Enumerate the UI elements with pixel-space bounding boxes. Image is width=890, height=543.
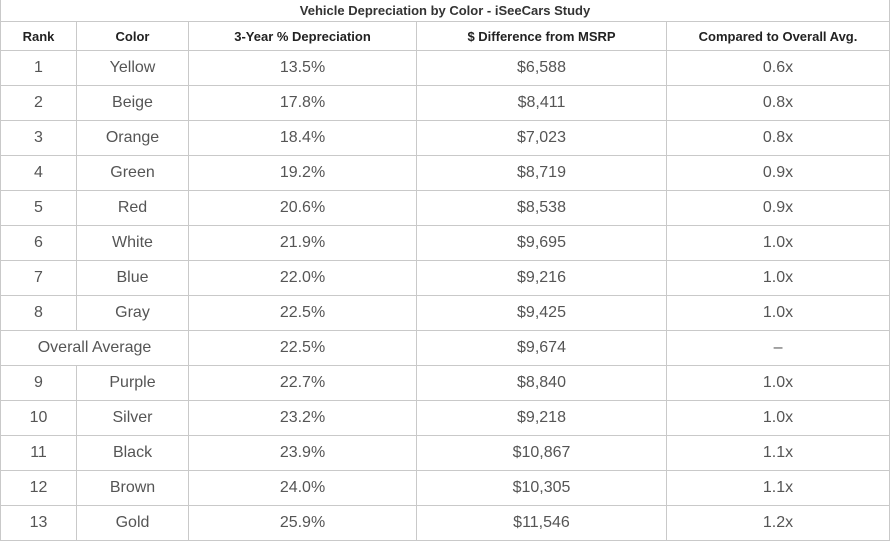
depreciation-cell: 24.0%	[188, 470, 417, 506]
color-cell: Beige	[76, 85, 189, 121]
depreciation-cell: 21.9%	[188, 225, 417, 261]
color-cell: Yellow	[76, 50, 189, 86]
depreciation-cell: 18.4%	[188, 120, 417, 156]
color-cell: Gray	[76, 295, 189, 331]
rank-cell: 13	[0, 505, 77, 541]
rank-cell: 2	[0, 85, 77, 121]
color-cell: Purple	[76, 365, 189, 401]
table-row: 8 Gray 22.5% $9,425 1.0x	[0, 295, 890, 331]
msrp-difference-cell: $7,023	[416, 120, 667, 156]
depreciation-cell: 22.7%	[188, 365, 417, 401]
msrp-difference-cell: $9,218	[416, 400, 667, 436]
color-cell: Black	[76, 435, 189, 471]
header-compared-avg: Compared to Overall Avg.	[665, 21, 890, 51]
msrp-difference-cell: $10,867	[416, 435, 667, 471]
msrp-difference-cell: $10,305	[416, 470, 667, 506]
compared-avg-cell: 1.1x	[665, 435, 890, 471]
compared-avg-cell: 0.8x	[665, 85, 890, 121]
compared-avg-cell: 1.2x	[665, 505, 890, 541]
color-cell: Silver	[76, 400, 189, 436]
msrp-difference-cell: $9,674	[416, 330, 667, 366]
rank-cell: 5	[0, 190, 77, 226]
compared-avg-cell: 0.8x	[665, 120, 890, 156]
table-header-row: Rank Color 3-Year % Depreciation $ Diffe…	[0, 21, 890, 51]
rank-cell: 12	[0, 470, 77, 506]
depreciation-cell: 19.2%	[188, 155, 417, 191]
depreciation-cell: 22.5%	[188, 295, 417, 331]
rank-cell: 9	[0, 365, 77, 401]
table-row: 1 Yellow 13.5% $6,588 0.6x	[0, 50, 890, 86]
msrp-difference-cell: $8,719	[416, 155, 667, 191]
msrp-difference-cell: $9,425	[416, 295, 667, 331]
depreciation-cell: 17.8%	[188, 85, 417, 121]
compared-avg-cell: 1.1x	[665, 470, 890, 506]
table-row: 6 White 21.9% $9,695 1.0x	[0, 225, 890, 261]
rank-cell: 6	[0, 225, 77, 261]
color-cell: Blue	[76, 260, 189, 296]
color-cell: Orange	[76, 120, 189, 156]
rank-cell: 7	[0, 260, 77, 296]
color-cell: Green	[76, 155, 189, 191]
table-row: 2 Beige 17.8% $8,411 0.8x	[0, 85, 890, 121]
rank-cell: 1	[0, 50, 77, 86]
rank-cell: 3	[0, 120, 77, 156]
table-row: 12 Brown 24.0% $10,305 1.1x	[0, 470, 890, 506]
msrp-difference-cell: $9,695	[416, 225, 667, 261]
header-msrp-difference: $ Difference from MSRP	[416, 21, 667, 51]
rank-cell: 11	[0, 435, 77, 471]
compared-avg-cell: 0.6x	[665, 50, 890, 86]
color-cell: White	[76, 225, 189, 261]
rank-cell: 10	[0, 400, 77, 436]
color-cell: Brown	[76, 470, 189, 506]
depreciation-cell: 13.5%	[188, 50, 417, 86]
msrp-difference-cell: $11,546	[416, 505, 667, 541]
table-row: 7 Blue 22.0% $9,216 1.0x	[0, 260, 890, 296]
compared-avg-cell: –	[665, 330, 890, 366]
compared-avg-cell: 1.0x	[665, 295, 890, 331]
table-row: 10 Silver 23.2% $9,218 1.0x	[0, 400, 890, 436]
depreciation-cell: 20.6%	[188, 190, 417, 226]
msrp-difference-cell: $9,216	[416, 260, 667, 296]
table-row: 3 Orange 18.4% $7,023 0.8x	[0, 120, 890, 156]
compared-avg-cell: 1.0x	[665, 225, 890, 261]
table-title-row: Vehicle Depreciation by Color - iSeeCars…	[0, 0, 890, 22]
overall-average-label: Overall Average	[0, 330, 189, 366]
depreciation-cell: 25.9%	[188, 505, 417, 541]
compared-avg-cell: 0.9x	[665, 155, 890, 191]
msrp-difference-cell: $8,840	[416, 365, 667, 401]
header-rank: Rank	[0, 21, 77, 51]
color-cell: Red	[76, 190, 189, 226]
compared-avg-cell: 1.0x	[665, 400, 890, 436]
compared-avg-cell: 1.0x	[665, 260, 890, 296]
table-row: 4 Green 19.2% $8,719 0.9x	[0, 155, 890, 191]
msrp-difference-cell: $8,538	[416, 190, 667, 226]
color-cell: Gold	[76, 505, 189, 541]
header-color: Color	[76, 21, 189, 51]
depreciation-cell: 22.5%	[188, 330, 417, 366]
rank-cell: 4	[0, 155, 77, 191]
table-row: 13 Gold 25.9% $11,546 1.2x	[0, 505, 890, 541]
compared-avg-cell: 1.0x	[665, 365, 890, 401]
overall-average-row: Overall Average 22.5% $9,674 –	[0, 330, 890, 366]
compared-avg-cell: 0.9x	[665, 190, 890, 226]
depreciation-cell: 23.2%	[188, 400, 417, 436]
table-row: 5 Red 20.6% $8,538 0.9x	[0, 190, 890, 226]
depreciation-cell: 23.9%	[188, 435, 417, 471]
msrp-difference-cell: $8,411	[416, 85, 667, 121]
msrp-difference-cell: $6,588	[416, 50, 667, 86]
table-title: Vehicle Depreciation by Color - iSeeCars…	[0, 0, 890, 22]
table-row: 9 Purple 22.7% $8,840 1.0x	[0, 365, 890, 401]
table-row: 11 Black 23.9% $10,867 1.1x	[0, 435, 890, 471]
header-depreciation: 3-Year % Depreciation	[188, 21, 417, 51]
depreciation-cell: 22.0%	[188, 260, 417, 296]
rank-cell: 8	[0, 295, 77, 331]
